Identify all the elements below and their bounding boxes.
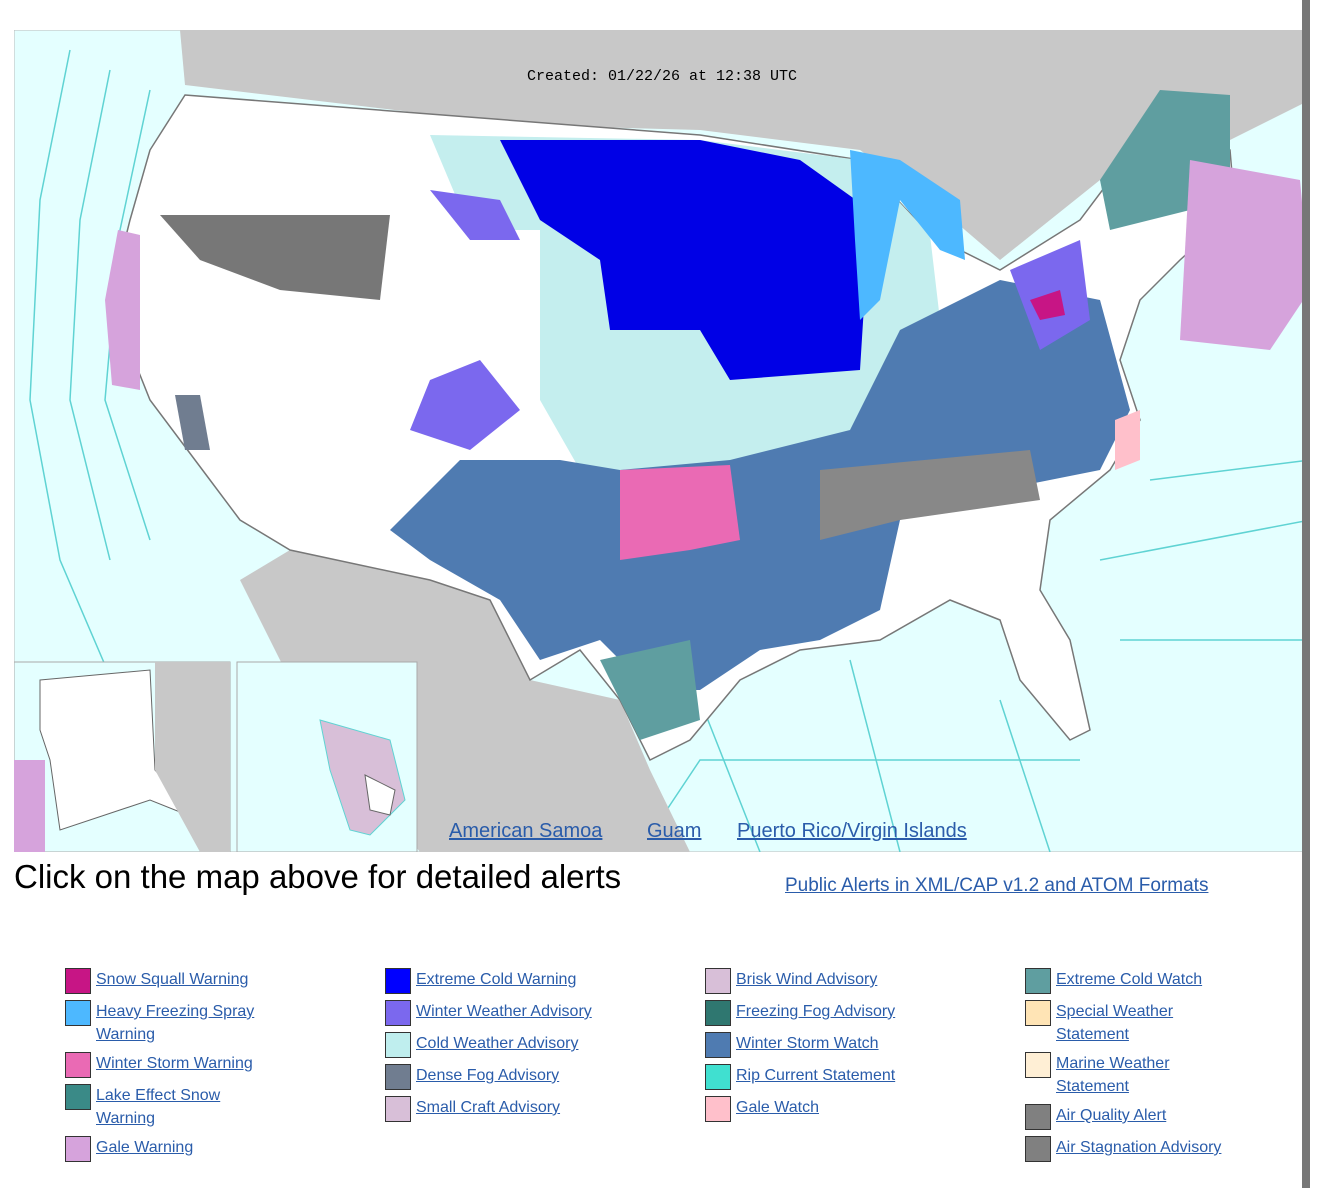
- legend-swatch: [705, 1096, 731, 1122]
- legend-label[interactable]: Heavy Freezing Spray Warning: [96, 1003, 255, 1043]
- legend-swatch: [385, 1000, 411, 1026]
- legend-swatch: [385, 1064, 411, 1090]
- legend-swatch: [65, 968, 91, 994]
- alaska-gale: [14, 760, 45, 852]
- map-link[interactable]: Guam: [647, 820, 702, 842]
- legend-label[interactable]: Marine Weather Statement: [1056, 1055, 1170, 1095]
- legend-item: Winter Weather Advisory: [385, 1000, 705, 1026]
- legend-item: Lake Effect Snow Warning: [65, 1084, 385, 1130]
- legend-swatch: [65, 1084, 91, 1110]
- winter-weather-area: [410, 360, 520, 450]
- legend-swatch: [1025, 1136, 1051, 1162]
- created-timestamp: Created: 01/22/26 at 12:38 UTC: [527, 68, 797, 85]
- gale-warning-ne: [1180, 160, 1310, 350]
- legend-swatch: [1025, 1052, 1051, 1078]
- legend-label[interactable]: Lake Effect Snow Warning: [96, 1087, 221, 1127]
- legend-item: Snow Squall Warning: [65, 968, 385, 994]
- legend-label[interactable]: Freezing Fog Advisory: [736, 1003, 896, 1020]
- legend-label[interactable]: Dense Fog Advisory: [416, 1067, 560, 1084]
- gale-warning-w: [105, 230, 140, 390]
- legend-swatch: [705, 1064, 731, 1090]
- legend-label[interactable]: Snow Squall Warning: [96, 971, 249, 988]
- hawaii: [364, 774, 396, 816]
- legend-column: Extreme Cold Warning Winter Weather Advis…: [385, 968, 705, 1168]
- canada-inset: [155, 662, 230, 852]
- legend-label[interactable]: Extreme Cold Warning: [416, 971, 577, 988]
- legend-item: Freezing Fog Advisory: [705, 1000, 1025, 1026]
- map-link[interactable]: Puerto Rico/Virgin Islands: [737, 820, 967, 842]
- legend-swatch: [385, 968, 411, 994]
- legend-swatch: [1025, 968, 1051, 994]
- legend-swatch: [65, 1000, 91, 1026]
- legend-item: Gale Warning: [65, 1136, 385, 1162]
- legend-label[interactable]: Air Stagnation Advisory: [1056, 1139, 1222, 1156]
- freezing-spray-area: [850, 150, 965, 320]
- legend-item: Air Stagnation Advisory: [1025, 1136, 1320, 1162]
- legend-item: Dense Fog Advisory: [385, 1064, 705, 1090]
- gale-watch-area: [1115, 410, 1140, 470]
- legend-label[interactable]: Winter Storm Warning: [96, 1055, 253, 1072]
- alaska: [39, 669, 201, 831]
- legend-label[interactable]: Winter Weather Advisory: [416, 1003, 592, 1020]
- legend-label[interactable]: Brisk Wind Advisory: [736, 971, 878, 988]
- extreme-cold-watch-area: [600, 640, 700, 740]
- legend-swatch: [385, 1032, 411, 1058]
- legend-item: Brisk Wind Advisory: [705, 968, 1025, 994]
- alert-map[interactable]: Created: 01/22/26 at 12:38 UTC: [14, 30, 1310, 852]
- legend-swatch: [1025, 1000, 1051, 1026]
- snow-squall-area: [1030, 290, 1065, 320]
- legend-swatch: [65, 1052, 91, 1078]
- legend-item: Air Quality Alert: [1025, 1104, 1320, 1130]
- legend-swatch: [705, 1032, 731, 1058]
- legend-item: Winter Storm Warning: [65, 1052, 385, 1078]
- extreme-cold-area: [500, 140, 870, 380]
- caption: Click on the map above for detailed aler…: [14, 858, 622, 895]
- dense-fog-area: [175, 395, 210, 450]
- canada: [180, 30, 1310, 260]
- legend-column: Extreme Cold Watch Special Weather Statem…: [1025, 968, 1320, 1168]
- legend-swatch: [1025, 1104, 1051, 1130]
- legend-label[interactable]: Cold Weather Advisory: [416, 1035, 579, 1052]
- legend-label[interactable]: Special Weather Statement: [1056, 1003, 1174, 1043]
- legend-item: Small Craft Advisory: [385, 1096, 705, 1122]
- winter-storm-watch-area: [390, 280, 1130, 690]
- air-stagnation-area: [160, 215, 390, 300]
- legend-label[interactable]: Small Craft Advisory: [416, 1099, 561, 1116]
- legend-label[interactable]: Air Quality Alert: [1056, 1107, 1167, 1124]
- legend-column: Brisk Wind Advisory Freezing Fog Advisory…: [705, 968, 1025, 1168]
- legend-label[interactable]: Gale Warning: [96, 1139, 194, 1156]
- feed-link[interactable]: Public Alerts in XML/CAP v1.2 and ATOM F…: [785, 875, 1209, 896]
- legend-swatch: [705, 1000, 731, 1026]
- legend-item: Winter Storm Watch: [705, 1032, 1025, 1058]
- legend-swatch: [65, 1136, 91, 1162]
- mexico: [240, 550, 690, 852]
- legend-item: Heavy Freezing Spray Warning: [65, 1000, 385, 1046]
- legend-item: Cold Weather Advisory: [385, 1032, 705, 1058]
- legend-label[interactable]: Extreme Cold Watch: [1056, 971, 1203, 988]
- legend-label[interactable]: Rip Current Statement: [736, 1067, 896, 1084]
- legend-item: Special Weather Statement: [1025, 1000, 1320, 1046]
- legend-column: Snow Squall Warning Heavy Freezing Spray …: [65, 968, 385, 1168]
- legend-swatch: [385, 1096, 411, 1122]
- legend-label[interactable]: Winter Storm Watch: [736, 1035, 879, 1052]
- legend-item: Rip Current Statement: [705, 1064, 1025, 1090]
- legend-item: Extreme Cold Warning: [385, 968, 705, 994]
- winter-weather-area: [430, 190, 520, 240]
- map-link[interactable]: American Samoa: [449, 820, 603, 842]
- scrollbar: [1302, 0, 1310, 1188]
- legend-item: Extreme Cold Watch: [1025, 968, 1320, 994]
- legend-label[interactable]: Gale Watch: [736, 1099, 819, 1116]
- legend-item: Gale Watch: [705, 1096, 1025, 1122]
- air-quality-area: [820, 450, 1040, 540]
- legend: Snow Squall Warning Heavy Freezing Spray …: [65, 968, 1320, 1168]
- winter-storm-warning-area: [620, 465, 740, 560]
- legend-swatch: [705, 968, 731, 994]
- legend-item: Marine Weather Statement: [1025, 1052, 1320, 1098]
